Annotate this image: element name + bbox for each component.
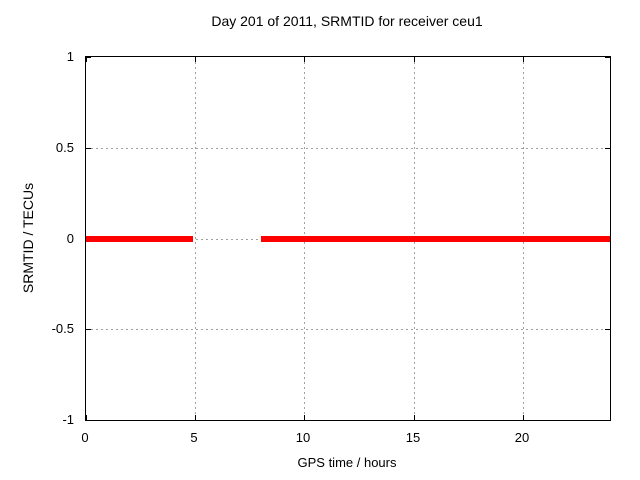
y-tick-mark-right	[605, 148, 610, 149]
x-tick-mark-top	[304, 57, 305, 62]
y-gridline	[86, 329, 610, 330]
x-tick-mark-bottom	[86, 415, 87, 420]
y-tick-mark-left	[86, 420, 91, 421]
y-tick-mark-right	[605, 329, 610, 330]
x-tick-label: 20	[514, 430, 530, 445]
y-gridline	[86, 148, 610, 149]
y-tick-label: -1	[62, 412, 74, 427]
y-tick-mark-left	[86, 329, 91, 330]
x-tick-mark-bottom	[414, 415, 415, 420]
x-tick-mark-bottom	[304, 415, 305, 420]
y-tick-label: 0.5	[55, 140, 74, 155]
y-tick-mark-right	[605, 57, 610, 58]
y-tick-label: 0	[66, 231, 74, 246]
x-axis-label: GPS time / hours	[297, 455, 397, 470]
x-tick-label: 5	[190, 430, 198, 445]
x-tick-label: 10	[295, 430, 311, 445]
x-tick-mark-top	[523, 57, 524, 62]
x-tick-mark-bottom	[195, 415, 196, 420]
x-tick-mark-top	[86, 57, 87, 62]
x-tick-label: 0	[81, 430, 89, 445]
data-line-segment	[86, 236, 193, 242]
y-tick-mark-left	[86, 148, 91, 149]
data-line-segment	[261, 236, 610, 242]
y-tick-mark-right	[605, 420, 610, 421]
x-gridline	[195, 57, 196, 420]
x-tick-mark-top	[195, 57, 196, 62]
y-tick-label: 1	[66, 49, 74, 64]
x-tick-mark-top	[414, 57, 415, 62]
y-tick-mark-left	[86, 57, 91, 58]
x-tick-label: 15	[405, 430, 421, 445]
chart-title: Day 201 of 2011, SRMTID for receiver ceu…	[211, 13, 483, 29]
x-tick-mark-bottom	[523, 415, 524, 420]
plot-area	[85, 56, 611, 421]
y-tick-label: -0.5	[51, 321, 74, 336]
